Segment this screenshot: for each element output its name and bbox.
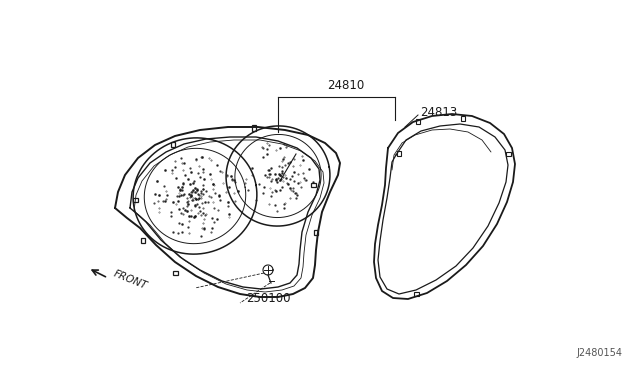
Text: FRONT: FRONT [112,269,148,291]
FancyBboxPatch shape [141,238,145,243]
FancyBboxPatch shape [173,271,178,275]
FancyBboxPatch shape [461,116,465,121]
FancyBboxPatch shape [311,183,316,187]
FancyBboxPatch shape [416,119,420,124]
FancyBboxPatch shape [397,151,401,156]
FancyBboxPatch shape [414,292,419,296]
Text: 24810: 24810 [328,79,365,92]
Text: 24813: 24813 [420,106,457,119]
Text: 250100: 250100 [246,292,291,305]
FancyBboxPatch shape [506,152,511,156]
Text: J2480154: J2480154 [576,348,622,358]
FancyBboxPatch shape [171,142,175,147]
FancyBboxPatch shape [252,125,256,131]
FancyBboxPatch shape [314,230,318,235]
FancyBboxPatch shape [133,198,138,202]
